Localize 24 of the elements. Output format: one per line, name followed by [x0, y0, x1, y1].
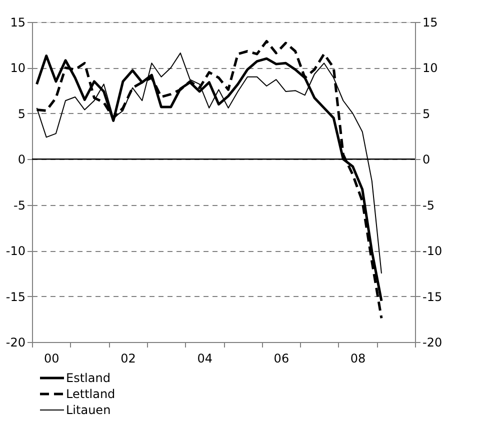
- y-tick-label: -5: [14, 198, 26, 212]
- legend-label: Lettland: [66, 387, 116, 401]
- y-tick-label: 0: [18, 152, 26, 167]
- y2-tick-label: 10: [422, 61, 438, 76]
- y-tick-label: 5: [18, 106, 26, 121]
- y2-tick-label: -20: [422, 336, 442, 350]
- y2-tick-label: -15: [422, 290, 442, 304]
- y2-tick-label: -5: [422, 198, 434, 212]
- legend-label: Litauen: [66, 403, 111, 417]
- y2-tick-label: 15: [422, 16, 438, 30]
- x-tick-label: 06: [274, 352, 290, 366]
- y-tick-label: -15: [6, 290, 26, 304]
- y-tick-label: -20: [6, 336, 26, 350]
- y2-tick-label: 0: [422, 152, 430, 167]
- y-tick-label: -10: [6, 244, 26, 258]
- y-tick-label: 10: [10, 61, 26, 76]
- x-tick-label: 08: [350, 352, 366, 366]
- y-tick-label: 15: [10, 16, 26, 30]
- x-tick-label: 04: [197, 352, 212, 366]
- x-tick-label: 00: [44, 352, 60, 366]
- legend-label: Estland: [66, 371, 110, 385]
- x-tick-label: 02: [120, 352, 136, 366]
- y2-tick-label: 5: [422, 106, 430, 121]
- y2-tick-label: -10: [422, 244, 442, 258]
